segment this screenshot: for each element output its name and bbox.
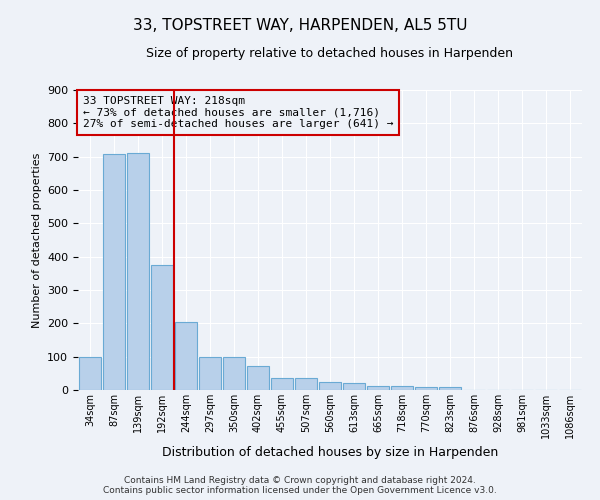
Bar	[247, 366, 269, 390]
Text: Contains HM Land Registry data © Crown copyright and database right 2024.
Contai: Contains HM Land Registry data © Crown c…	[103, 476, 497, 495]
X-axis label: Distribution of detached houses by size in Harpenden: Distribution of detached houses by size …	[162, 446, 498, 460]
Bar	[103, 154, 125, 390]
Bar	[391, 386, 413, 390]
Bar	[367, 386, 389, 390]
Bar	[343, 382, 365, 390]
Bar	[175, 322, 197, 390]
Bar	[79, 356, 101, 390]
Bar	[223, 358, 245, 390]
Bar	[151, 265, 173, 390]
Bar	[199, 356, 221, 390]
Bar	[319, 382, 341, 390]
Bar	[271, 378, 293, 390]
Text: 33, TOPSTREET WAY, HARPENDEN, AL5 5TU: 33, TOPSTREET WAY, HARPENDEN, AL5 5TU	[133, 18, 467, 32]
Text: 33 TOPSTREET WAY: 218sqm
← 73% of detached houses are smaller (1,716)
27% of sem: 33 TOPSTREET WAY: 218sqm ← 73% of detach…	[83, 96, 394, 129]
Bar	[295, 378, 317, 390]
Bar	[439, 386, 461, 390]
Bar	[415, 388, 437, 390]
Bar	[127, 153, 149, 390]
Title: Size of property relative to detached houses in Harpenden: Size of property relative to detached ho…	[146, 46, 514, 60]
Y-axis label: Number of detached properties: Number of detached properties	[32, 152, 41, 328]
